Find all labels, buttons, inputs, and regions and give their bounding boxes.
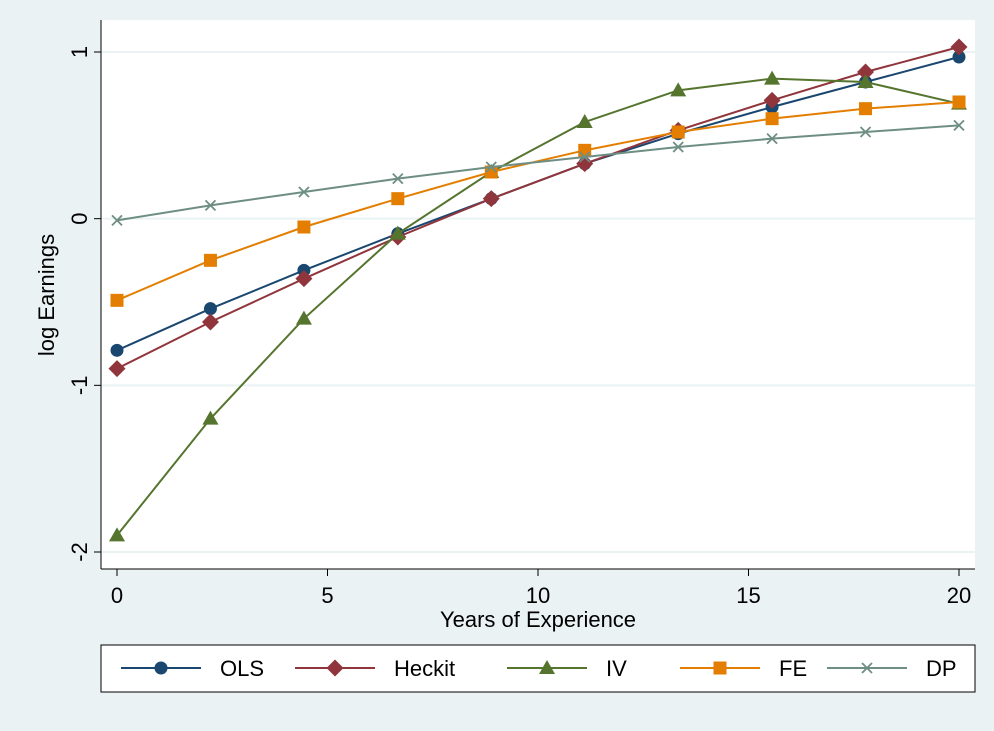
- data-point: [201, 313, 219, 331]
- legend-label: FE: [779, 656, 807, 681]
- data-point: [110, 343, 124, 357]
- legend-marker: [326, 659, 344, 677]
- data-point: [110, 293, 124, 307]
- legend-item: IV: [507, 656, 627, 681]
- series-line: [116, 77, 960, 536]
- data-point: [203, 253, 217, 267]
- legend-marker: [861, 662, 873, 674]
- y-tick-label: -2: [67, 542, 92, 562]
- x-tick-label: 0: [111, 583, 123, 608]
- y-tick-label: 0: [67, 213, 92, 225]
- data-point: [109, 527, 125, 542]
- x-tick-label: 20: [947, 583, 971, 608]
- data-point: [952, 50, 966, 64]
- data-point: [392, 173, 404, 185]
- data-point: [204, 199, 217, 211]
- legend-label: DP: [926, 656, 957, 681]
- data-point: [482, 190, 500, 208]
- data-point: [766, 133, 778, 145]
- data-point: [297, 220, 311, 234]
- data-point: [763, 91, 781, 109]
- data-point: [953, 119, 965, 131]
- legend-item: OLS: [121, 656, 264, 681]
- data-point: [389, 225, 406, 240]
- data-point: [295, 270, 313, 288]
- y-tick-label: -1: [67, 376, 92, 396]
- data-point: [671, 125, 685, 139]
- data-point: [857, 63, 875, 81]
- legend-item: FE: [680, 656, 807, 681]
- data-point: [670, 82, 687, 97]
- legend-marker: [539, 660, 555, 674]
- data-point: [579, 151, 591, 163]
- x-tick-label: 5: [321, 583, 333, 608]
- data-point: [952, 95, 966, 109]
- legend-marker: [713, 661, 727, 675]
- legend-item: DP: [827, 656, 957, 681]
- y-tick-label: 1: [67, 46, 92, 58]
- series-line: [116, 124, 960, 222]
- data-point: [859, 126, 872, 138]
- data-point: [111, 214, 123, 226]
- plot-area: [101, 20, 975, 569]
- data-point: [203, 302, 217, 316]
- data-point: [857, 74, 874, 88]
- legend-label: IV: [606, 656, 627, 681]
- x-tick-label: 15: [736, 583, 760, 608]
- data-point: [295, 310, 312, 325]
- data-point: [202, 410, 219, 425]
- legend: OLS Heckit IV FE DP: [121, 656, 957, 681]
- data-point: [672, 141, 684, 153]
- data-point: [764, 70, 781, 85]
- data-point: [950, 38, 968, 56]
- data-point: [298, 186, 310, 198]
- data-point: [765, 112, 779, 126]
- data-point: [485, 161, 497, 173]
- legend-label: OLS: [220, 656, 264, 681]
- series-dp: [111, 119, 965, 226]
- grid-layer: [101, 51, 975, 553]
- series-layer: [108, 38, 968, 542]
- data-point: [859, 102, 873, 116]
- data-point: [576, 114, 593, 128]
- legend-marker: [154, 661, 168, 675]
- data-point: [484, 165, 498, 179]
- data-point: [576, 155, 594, 173]
- series-line: [116, 46, 960, 370]
- y-axis-label: log Earnings: [34, 234, 59, 356]
- data-point: [391, 192, 405, 206]
- x-tick-label: 10: [526, 583, 550, 608]
- x-axis-label: Years of Experience: [440, 607, 636, 632]
- data-point: [108, 360, 126, 378]
- legend-label: Heckit: [394, 656, 455, 681]
- data-point: [578, 143, 592, 157]
- legend-item: Heckit: [295, 656, 455, 681]
